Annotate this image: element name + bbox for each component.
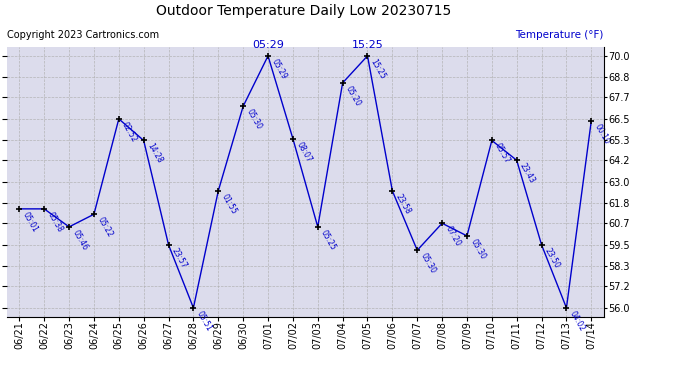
- Text: 05:30: 05:30: [469, 237, 487, 261]
- Text: Copyright 2023 Cartronics.com: Copyright 2023 Cartronics.com: [7, 30, 159, 40]
- Text: 23:43: 23:43: [518, 162, 537, 185]
- Text: 23:58: 23:58: [394, 192, 413, 216]
- Text: 05:38: 05:38: [46, 210, 64, 234]
- Text: 05:57: 05:57: [493, 142, 512, 165]
- Text: 01:55: 01:55: [219, 192, 239, 216]
- Text: Outdoor Temperature Daily Low 20230715: Outdoor Temperature Daily Low 20230715: [156, 4, 451, 18]
- Text: 08:07: 08:07: [294, 140, 313, 164]
- Text: 05:01: 05:01: [21, 210, 39, 234]
- Text: 23:57: 23:57: [170, 246, 188, 270]
- Text: 05:29: 05:29: [269, 57, 288, 81]
- Text: 05:29: 05:29: [252, 40, 284, 50]
- Text: Temperature (°F): Temperature (°F): [515, 30, 604, 40]
- Text: 04:02: 04:02: [568, 309, 586, 333]
- Text: 07:20: 07:20: [444, 225, 462, 248]
- Text: 15:25: 15:25: [352, 40, 384, 50]
- Text: 05:22: 05:22: [95, 216, 114, 239]
- Text: 15:25: 15:25: [369, 57, 388, 81]
- Text: 05:46: 05:46: [70, 228, 89, 252]
- Text: 14:28: 14:28: [145, 142, 164, 165]
- Text: 02:52: 02:52: [120, 120, 139, 144]
- Text: 05:30: 05:30: [419, 252, 437, 275]
- Text: 05:20: 05:20: [344, 84, 363, 108]
- Text: 05:51: 05:51: [195, 309, 213, 333]
- Text: 05:25: 05:25: [319, 228, 338, 252]
- Text: 05:30: 05:30: [244, 108, 264, 131]
- Text: 00:10: 00:10: [593, 122, 611, 146]
- Text: 23:50: 23:50: [543, 246, 562, 270]
